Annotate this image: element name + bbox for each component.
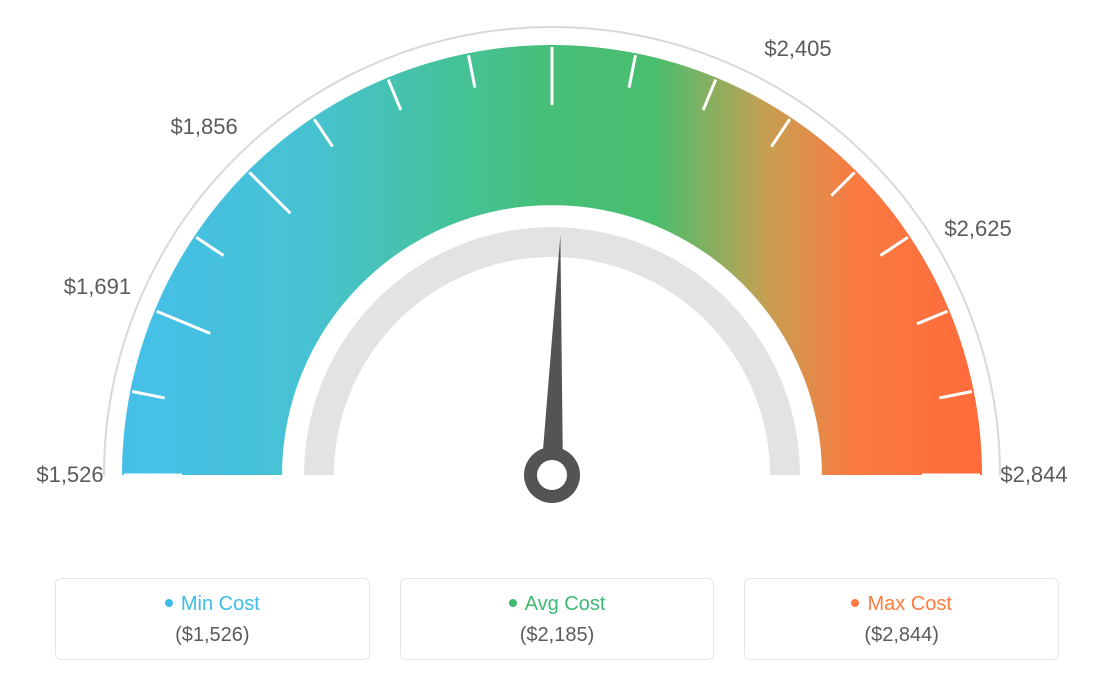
legend-max-value: ($2,844)	[755, 624, 1048, 647]
gauge-tick-label: $1,526	[36, 462, 103, 488]
gauge-tick-label: $2,844	[1000, 462, 1067, 488]
gauge-tick-label: $2,625	[944, 216, 1011, 242]
legend-max-title: Max Cost	[755, 593, 1048, 616]
gauge-svg	[0, 0, 1104, 530]
legend-card-max: Max Cost ($2,844)	[744, 578, 1059, 660]
legend-card-min: Min Cost ($1,526)	[55, 578, 370, 660]
gauge-tick-label: $1,691	[64, 274, 131, 300]
gauge-tick-label: $2,405	[764, 36, 831, 62]
legend-avg-title: Avg Cost	[411, 593, 704, 616]
cost-gauge-widget: $1,526$1,691$1,856$2,185$2,405$2,625$2,8…	[0, 0, 1104, 690]
legend-card-avg: Avg Cost ($2,185)	[400, 578, 715, 660]
legend-row: Min Cost ($1,526) Avg Cost ($2,185) Max …	[55, 578, 1059, 660]
legend-min-value: ($1,526)	[66, 624, 359, 647]
gauge-chart: $1,526$1,691$1,856$2,185$2,405$2,625$2,8…	[0, 0, 1104, 530]
legend-min-title: Min Cost	[66, 593, 359, 616]
gauge-tick-label: $1,856	[170, 114, 237, 140]
legend-avg-value: ($2,185)	[411, 624, 704, 647]
